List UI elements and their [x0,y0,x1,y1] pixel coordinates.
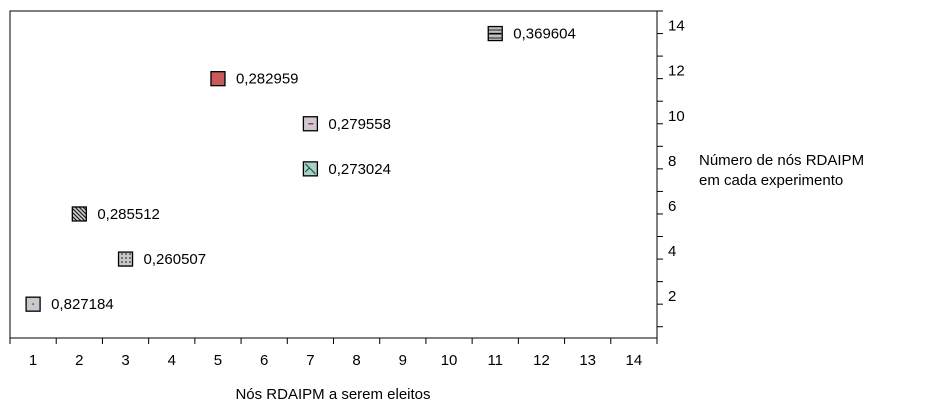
data-point-3: 0,285512 [71,206,160,223]
data-point-7: 0,369604 [487,26,576,43]
x-tick-label-3: 3 [121,352,129,369]
data-label-7: 0,369604 [513,26,576,43]
marker-3 [71,206,87,222]
data-points: 0,827184 0,260507 0,285512 0,273024 0,279558… [25,26,576,313]
x-tick-label-7: 7 [306,352,314,369]
data-point-2: 0,260507 [117,251,207,268]
x-tick-label-6: 6 [260,352,268,369]
x-tick-label-9: 9 [399,352,407,369]
data-label-2: 0,260507 [144,251,207,268]
x-tick-label-2: 2 [75,352,83,369]
y-axis: 2 4 6 8 10 12 14 [657,10,685,328]
y-tick-label-12: 12 [668,63,685,80]
data-point-4: 0,273024 [302,161,391,178]
x-tick-label-10: 10 [441,352,458,369]
data-label-4: 0,273024 [328,161,391,178]
x-tick-label-14: 14 [626,352,643,369]
plot-area [9,10,658,339]
x-tick-label-5: 5 [214,352,222,369]
y-tick-label-14: 14 [668,18,685,35]
x-axis-title: Nós RDAIPM a serem eleitos [235,386,430,403]
x-tick-label-8: 8 [352,352,360,369]
data-label-3: 0,285512 [97,206,160,223]
data-label-5: 0,279558 [328,116,391,133]
x-tick-label-4: 4 [168,352,176,369]
x-tick-label-11: 11 [487,352,503,369]
y-tick-label-10: 10 [668,108,685,125]
x-tick-label-12: 12 [533,352,550,369]
marker-2 [117,251,134,267]
data-point-5: 0,279558 [302,116,391,133]
data-label-1: 0,827184 [51,296,114,313]
x-tick-label-13: 13 [579,352,596,369]
data-point-6: 0,282959 [210,71,299,88]
y-axis-title-line-2: em cada experimento [699,172,843,189]
x-axis: 1 2 3 4 5 6 7 8 9 10 11 12 13 14 [9,338,658,369]
data-point-1: 0,827184 [25,296,114,313]
data-label-6: 0,282959 [236,71,299,88]
y-axis-title-line-1: Número de nós RDAIPM [699,152,864,169]
y-tick-label-2: 2 [668,288,676,305]
x-tick-label-1: 1 [29,352,37,369]
y-tick-label-4: 4 [668,243,676,260]
marker-6 [210,71,226,87]
y-tick-label-6: 6 [668,198,676,215]
y-tick-label-8: 8 [668,153,676,170]
